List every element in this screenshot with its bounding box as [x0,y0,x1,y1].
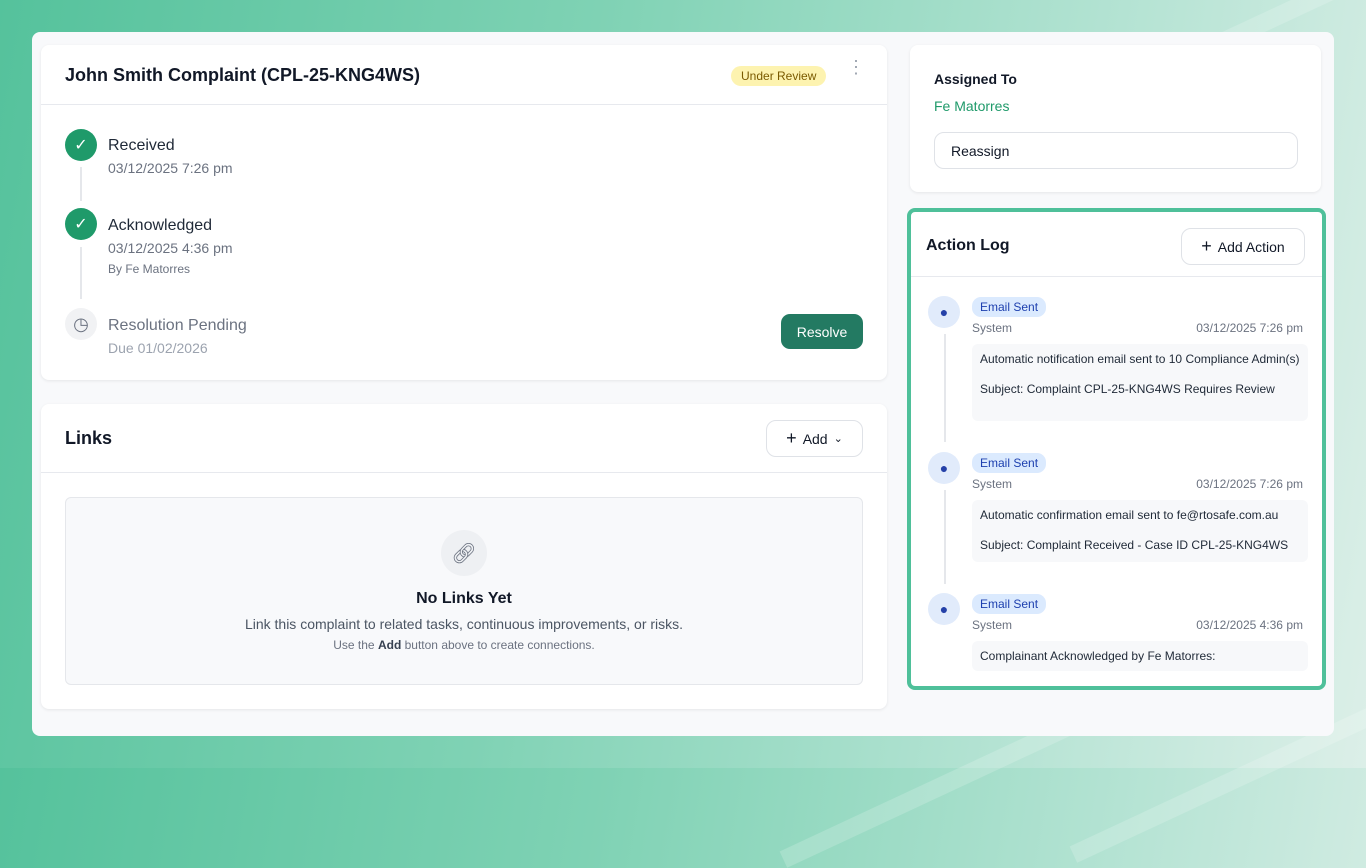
entry-message: Automatic notification email sent to 10 … [972,344,1308,421]
assigned-label: Assigned To [934,71,1017,87]
entry-type-badge: Email Sent [972,594,1047,614]
link-icon: 🔗︎ [441,530,487,576]
page-title: John Smith Complaint (CPL-25-KNG4WS) [65,65,420,85]
more-options-icon[interactable]: ⋮ [847,57,865,77]
step-by: By Fe Matorres [108,262,191,276]
add-link-button[interactable]: + Add ⌄ [766,420,863,457]
check-icon: ✓ [65,129,97,161]
check-icon: ✓ [65,208,97,240]
add-label: Add [802,430,828,447]
resolve-button[interactable]: Resolve [781,314,863,349]
entry-actor: System [972,321,1013,335]
entry-message: Automatic confirmation email sent to fe@… [972,500,1308,562]
entry-actor: System [972,477,1013,491]
empty-text: Link this complaint to related tasks, co… [244,616,684,632]
reassign-button[interactable]: Reassign [934,132,1298,169]
assigned-card: Assigned To Fe Matorres Reassign [910,45,1321,192]
chevron-down-icon: ⌄ [833,433,843,445]
entry-actor: System [972,618,1013,632]
status-badge: Under Review [731,66,827,86]
user-icon: ● [928,296,960,328]
clock-icon: ◷ [65,308,97,340]
plus-icon: + [786,428,797,448]
entry-type-badge: Email Sent [972,297,1047,317]
step-date: 03/12/2025 4:36 pm [108,240,233,256]
entry-message: Complainant Acknowledged by Fe Matorres: [972,641,1308,671]
user-icon: ● [928,593,960,625]
empty-title: No Links Yet [416,590,512,607]
entry-time: 03/12/2025 7:26 pm [1196,321,1303,335]
step-date: Due 01/02/2026 [108,340,208,356]
action-log-highlight: Action Log + Add Action ● Email Sent Syst… [907,208,1326,690]
add-action-button[interactable]: + Add Action [1181,228,1305,265]
links-card: Links + Add ⌄ 🔗︎ No Links Yet Link this … [41,404,887,709]
empty-hint: Use the Add button above to create conne… [333,638,595,652]
step-received: Received [108,137,175,154]
step-acknowledged: Acknowledged [108,217,213,234]
complaint-card: John Smith Complaint (CPL-25-KNG4WS) Und… [41,45,887,380]
plus-icon: + [1201,236,1212,256]
links-title: Links [65,428,113,448]
step-resolution: Resolution Pending [108,317,247,334]
step-date: 03/12/2025 7:26 pm [108,160,233,176]
links-empty-state: 🔗︎ No Links Yet Link this complaint to r… [65,497,863,685]
entry-time: 03/12/2025 7:26 pm [1196,477,1303,491]
user-icon: ● [928,452,960,484]
assignee-link[interactable]: Fe Matorres [934,98,1010,114]
entry-time: 03/12/2025 4:36 pm [1196,618,1303,632]
action-log-title: Action Log [926,237,1010,254]
entry-type-badge: Email Sent [972,453,1047,473]
